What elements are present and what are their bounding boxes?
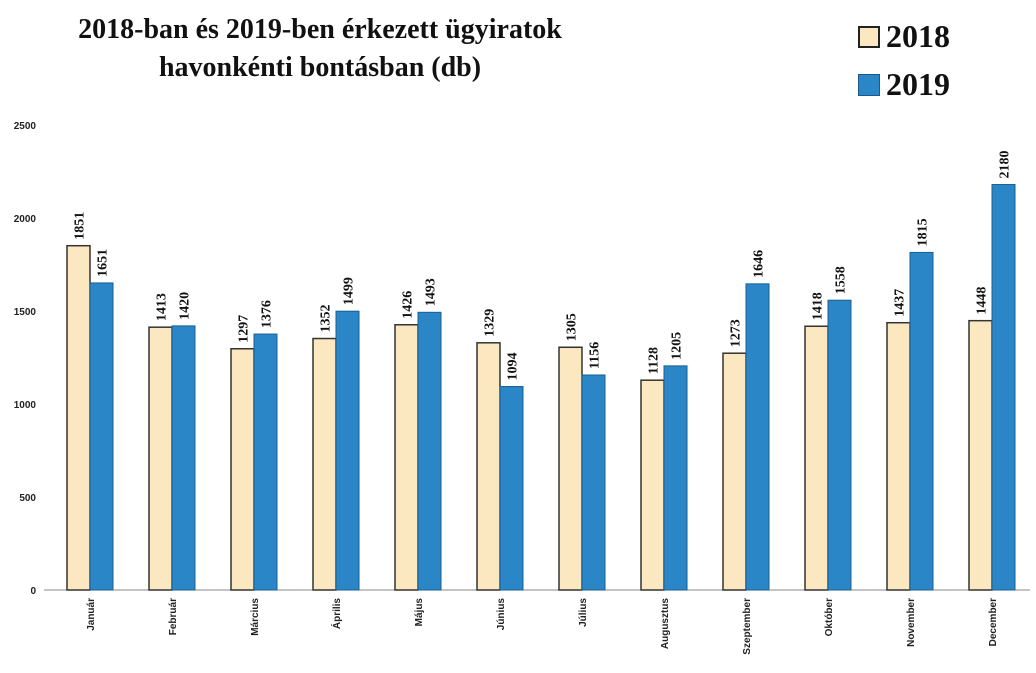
- bar-2019-9: [745, 283, 770, 591]
- chart-subtitle: havonkénti bontásban (db): [158, 52, 482, 83]
- bar-2019-12: [991, 184, 1016, 591]
- bar-2019-8: [663, 365, 688, 591]
- legend-swatch-2018: [858, 25, 880, 48]
- bar-2018-12: [968, 319, 993, 591]
- data-label-2018-11: 1437: [893, 289, 908, 317]
- data-label-2018-7: 1305: [565, 313, 580, 341]
- x-tick-label: Szeptember: [742, 598, 753, 655]
- bar-2019-4: [335, 310, 360, 591]
- x-tick-label: Július: [578, 598, 589, 627]
- y-tick-label: 500: [19, 493, 36, 504]
- data-label-2018-5: 1426: [401, 291, 416, 319]
- data-label-2019-7: 1156: [588, 342, 603, 369]
- x-tick-label: Augusztus: [660, 598, 671, 650]
- data-label-2018-2: 1413: [155, 293, 170, 321]
- x-tick-label: Október: [824, 598, 835, 636]
- bar-2018-5: [394, 324, 419, 591]
- data-label-2019-5: 1493: [424, 278, 439, 306]
- bar-2019-1: [89, 282, 114, 591]
- legend-label-2018: 2018: [886, 18, 950, 54]
- bar-2018-10: [804, 325, 829, 591]
- x-tick-label: November: [906, 598, 917, 647]
- y-tick-label: 2000: [14, 214, 37, 225]
- bar-2018-1: [66, 244, 91, 591]
- data-label-2018-8: 1128: [647, 347, 662, 374]
- data-label-2018-6: 1329: [483, 309, 498, 337]
- x-tick-label: Február: [168, 598, 179, 635]
- data-label-2019-9: 1646: [752, 250, 767, 278]
- bar-2019-6: [499, 386, 524, 591]
- x-tick-label: Április: [330, 598, 343, 630]
- data-label-2019-8: 1205: [670, 332, 685, 360]
- bar-2018-4: [312, 337, 337, 591]
- data-label-2019-6: 1094: [506, 353, 521, 381]
- legend-swatch-2019: [858, 73, 880, 96]
- bar-2018-11: [886, 321, 911, 591]
- data-label-2019-10: 1558: [834, 266, 849, 294]
- bar-2019-5: [417, 311, 442, 591]
- y-tick-label: 0: [30, 586, 36, 597]
- x-tick-label: December: [988, 598, 999, 646]
- legend-label-2019: 2019: [886, 66, 950, 102]
- bar-2019-10: [827, 299, 852, 591]
- bar-2018-3: [230, 348, 255, 591]
- x-tick-label: Január: [86, 598, 97, 631]
- data-label-2018-4: 1352: [319, 305, 334, 333]
- bar-2018-6: [476, 342, 501, 591]
- bar-2019-11: [909, 251, 934, 591]
- chart-title: 2018-ban és 2019-ben érkezett ügyiratok: [78, 14, 562, 45]
- x-tick-label: Május: [414, 598, 425, 627]
- data-label-2018-10: 1418: [811, 292, 826, 320]
- bar-2019-3: [253, 333, 278, 591]
- x-tick-label: Március: [250, 598, 261, 636]
- data-label-2019-2: 1420: [178, 292, 193, 320]
- bar-2018-2: [148, 326, 173, 591]
- data-label-2018-9: 1273: [729, 319, 744, 347]
- data-label-2019-11: 1815: [916, 218, 931, 246]
- data-label-2018-3: 1297: [237, 315, 252, 343]
- data-label-2019-1: 1651: [96, 249, 111, 277]
- bar-2019-2: [171, 325, 196, 591]
- y-tick-label: 2500: [14, 121, 37, 132]
- y-tick-label: 1000: [14, 400, 37, 411]
- bar-2018-8: [640, 379, 665, 591]
- data-label-2018-1: 1851: [73, 212, 88, 240]
- x-tick-label: Június: [496, 598, 507, 631]
- bar-2018-7: [558, 346, 583, 591]
- data-label-2019-12: 2180: [998, 151, 1013, 179]
- data-label-2019-4: 1499: [342, 277, 357, 305]
- bar-2019-7: [581, 374, 606, 591]
- legend-item-2019: 2019: [858, 66, 950, 103]
- data-label-2019-3: 1376: [260, 300, 275, 328]
- legend-item-2018: 2018: [858, 18, 950, 55]
- data-label-2018-12: 1448: [975, 287, 990, 315]
- y-tick-label: 1500: [14, 307, 37, 318]
- bar-2018-9: [722, 352, 747, 591]
